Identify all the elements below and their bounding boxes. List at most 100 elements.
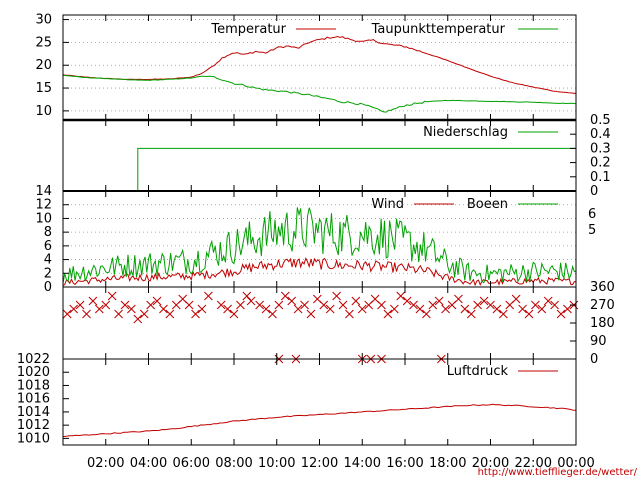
wind-direction-point	[69, 304, 79, 314]
wind-direction-point	[492, 304, 502, 314]
wind-direction-point	[563, 304, 572, 314]
x-marker-stroke	[351, 296, 361, 306]
x-marker-stroke	[531, 300, 540, 310]
x-marker-stroke	[466, 309, 476, 319]
wind-direction-point	[203, 291, 213, 301]
y-tick-label: 90	[590, 334, 607, 349]
legend-label: Taupunkttemperatur	[371, 22, 506, 37]
x-marker-stroke	[377, 300, 386, 310]
x-marker-stroke	[229, 309, 239, 319]
wind-direction-point	[537, 304, 547, 314]
y-tick-label: 30	[35, 13, 52, 28]
y-tick-label: 1020	[17, 365, 50, 380]
wind-direction-point	[434, 296, 444, 306]
x-tick-label: 06:00	[173, 456, 210, 471]
frame-layer	[62, 14, 577, 446]
x-marker-stroke	[152, 296, 162, 306]
x-marker-stroke	[274, 300, 284, 310]
x-marker-stroke	[75, 300, 85, 310]
x-marker-stroke	[165, 309, 175, 319]
wind-direction-point	[556, 309, 566, 319]
x-marker-stroke	[396, 291, 406, 301]
wind-direction-point	[338, 300, 348, 310]
x-tick-label: 08:00	[215, 456, 252, 471]
y-tick-label: 270	[590, 298, 615, 313]
wind-direction-point	[441, 304, 450, 314]
wind-direction-point	[518, 304, 527, 314]
x-marker-stroke	[332, 291, 341, 301]
wind-direction-point	[274, 300, 284, 310]
wind-direction-point	[524, 309, 534, 319]
plot-frame	[62, 14, 577, 446]
x-marker-stroke	[518, 304, 527, 314]
x-marker-stroke	[434, 296, 444, 306]
right-axis-label: 5	[588, 223, 596, 238]
x-marker-stroke	[120, 300, 130, 310]
wind-direction-point	[236, 300, 245, 310]
wind-direction-point	[543, 296, 553, 306]
x-marker-stroke	[556, 309, 566, 319]
x-tick-label: 10:00	[258, 456, 295, 471]
x-marker-stroke	[184, 300, 194, 310]
x-marker-stroke	[422, 309, 431, 319]
x-marker-stroke	[178, 294, 188, 304]
y-tick-label: 0	[44, 280, 52, 295]
wind-direction-point	[139, 309, 149, 319]
y-tick-label: 0.3	[590, 141, 611, 156]
wind-direction-point	[146, 300, 155, 310]
wind-direction-point	[473, 300, 483, 310]
x-tick-label: 14:00	[344, 456, 381, 471]
x-marker-stroke	[492, 304, 502, 314]
x-marker-stroke	[242, 291, 252, 301]
x-marker-stroke	[101, 300, 111, 310]
x-marker-stroke	[319, 300, 329, 310]
x-tick-label: 22:00	[515, 456, 552, 471]
legend-label: Luftdruck	[447, 364, 509, 379]
wind-direction-point	[300, 300, 309, 310]
x-marker-stroke	[88, 296, 98, 306]
x-marker-stroke	[94, 304, 104, 314]
wind-direction-point	[396, 291, 406, 301]
wind-direction-point	[280, 291, 290, 301]
wind-direction-point	[246, 296, 256, 306]
wind-direction-point	[511, 294, 521, 304]
x-tick-label: 16:00	[386, 456, 423, 471]
x-marker-stroke	[223, 304, 232, 314]
y-tick-label: 12	[35, 198, 52, 213]
x-marker-stroke	[107, 291, 117, 301]
x-marker-stroke	[280, 291, 290, 301]
y-tick-label: 360	[590, 280, 615, 295]
x-marker-stroke	[216, 300, 226, 310]
wind-direction-point	[94, 304, 104, 314]
y-tick-label: 1012	[17, 418, 50, 433]
x-marker-stroke	[246, 296, 256, 306]
x-marker-stroke	[203, 291, 213, 301]
x-marker-stroke	[293, 304, 303, 314]
wind-direction-point	[107, 291, 117, 301]
legend-label: Temperatur	[210, 22, 286, 37]
wind-direction-point	[216, 300, 226, 310]
y-tick-label: 14	[35, 184, 52, 199]
wind-direction-point	[197, 304, 207, 314]
y-tick-label: 1018	[17, 378, 50, 393]
x-marker-stroke	[133, 314, 143, 324]
x-marker-stroke	[479, 296, 489, 306]
wind-direction-point	[409, 300, 418, 310]
wind-direction-point	[152, 296, 162, 306]
y-tick-label: 0	[590, 184, 598, 199]
x-tick-label: 00:00	[557, 456, 594, 471]
legend-label: Boeen	[467, 197, 508, 212]
x-marker-stroke	[127, 304, 136, 314]
wind-direction-point	[184, 300, 194, 310]
wind-direction-point	[62, 309, 72, 319]
wind-direction-point	[345, 309, 354, 319]
wind-direction-point	[101, 300, 111, 310]
right-axis-label: 6	[588, 207, 596, 222]
y-tick-label: 1010	[17, 431, 50, 446]
y-tick-label: 1022	[17, 352, 50, 367]
wind-direction-point	[377, 300, 386, 310]
y-tick-label: 0.2	[590, 156, 611, 171]
